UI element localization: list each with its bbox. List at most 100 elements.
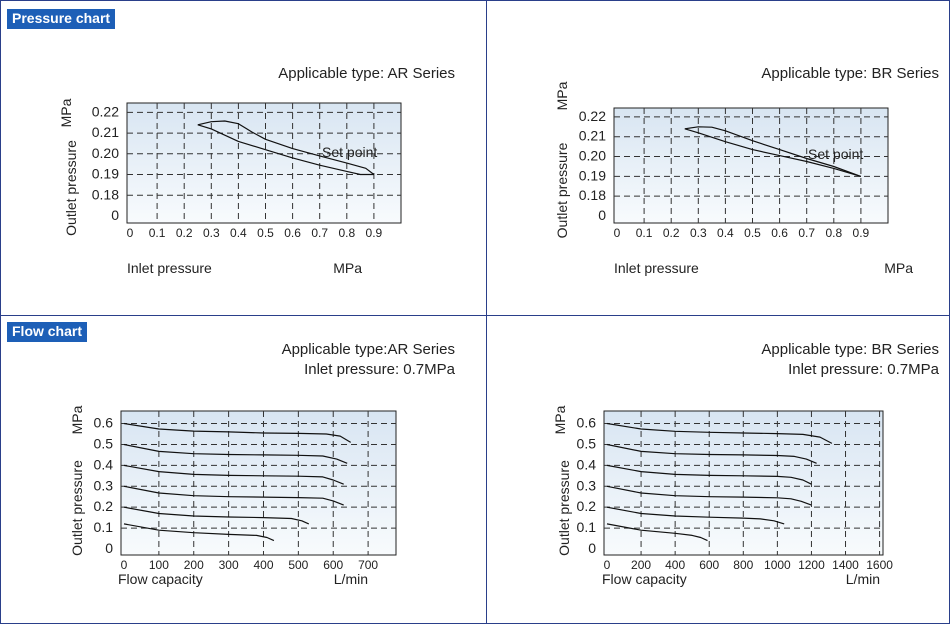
x-axis-label: Flow capacity bbox=[118, 571, 203, 587]
x-tick-label: 400 bbox=[253, 558, 273, 572]
series-line bbox=[123, 485, 344, 506]
chart-title: Applicable type: BR Series bbox=[761, 65, 939, 82]
x-tick-label: 1200 bbox=[798, 558, 825, 572]
x-tick-label: 0.1 bbox=[149, 226, 166, 240]
x-tick-label: 0.4 bbox=[717, 226, 734, 240]
chart-title: Applicable type: AR Series bbox=[278, 65, 455, 82]
x-tick-label: 700 bbox=[358, 558, 378, 572]
x-tick-label: 0.2 bbox=[663, 226, 680, 240]
series-line bbox=[606, 506, 785, 525]
series-line bbox=[123, 443, 348, 464]
x-tick-label: 0.6 bbox=[771, 226, 788, 240]
row-divider bbox=[0, 315, 950, 316]
flow-chart-heading: Flow chart bbox=[7, 322, 88, 342]
series-line bbox=[684, 126, 862, 177]
series-line bbox=[197, 120, 375, 175]
set-point-annotation: Set point bbox=[322, 144, 377, 160]
ar-flow-chart: 0 100 200 300 400 500 600 700 0 0.1 0.2 0.3 0.4 0.5 0.… bbox=[69, 341, 456, 587]
y-tick-label: 0.20 bbox=[579, 148, 606, 164]
series-line bbox=[606, 485, 812, 506]
x-tick-label: 0.7 bbox=[798, 226, 815, 240]
series-line bbox=[684, 128, 862, 177]
chart-subtitle: Inlet pressure: 0.7MPa bbox=[304, 361, 456, 378]
y-tick-label: 0 bbox=[588, 540, 596, 556]
series-line bbox=[606, 464, 812, 485]
y-tick-label: 0 bbox=[111, 207, 119, 223]
x-tick-label: 200 bbox=[631, 558, 651, 572]
br-flow-chart: 0 200 400 600 800 1000 1200 1400 1600 0 0.1 0.2 0.3 0… bbox=[552, 341, 940, 587]
y-tick-label: 0.18 bbox=[92, 186, 119, 202]
x-axis-unit: MPa bbox=[884, 260, 913, 276]
series-line bbox=[606, 523, 708, 542]
y-tick-label: 0.19 bbox=[579, 167, 606, 183]
series-line bbox=[197, 124, 374, 176]
x-tick-label: 0.8 bbox=[825, 226, 842, 240]
y-axis-unit: MPa bbox=[58, 98, 74, 127]
x-tick-label: 500 bbox=[288, 558, 308, 572]
ar-pressure-chart: 0 0.1 0.2 0.3 0.4 0.5 0.6 0.7 0.8 0.9 0 0.18 0.19 0.2… bbox=[58, 65, 455, 276]
series-line bbox=[123, 464, 344, 485]
y-tick-label: 0.19 bbox=[92, 166, 119, 182]
y-tick-label: 0.22 bbox=[92, 103, 119, 119]
y-axis-label: Outlet pressure bbox=[63, 140, 79, 236]
x-axis-label: Inlet pressure bbox=[614, 260, 699, 276]
y-tick-label: 0.2 bbox=[577, 498, 597, 514]
set-point-annotation: Set point bbox=[808, 146, 863, 162]
y-tick-label: 0.5 bbox=[577, 435, 597, 451]
x-tick-label: 0.3 bbox=[203, 226, 220, 240]
x-tick-label: 1400 bbox=[832, 558, 859, 572]
x-tick-label: 0.5 bbox=[257, 226, 274, 240]
x-tick-label: 100 bbox=[149, 558, 169, 572]
column-divider bbox=[486, 0, 487, 624]
x-tick-label: 0.3 bbox=[690, 226, 707, 240]
series-line bbox=[123, 422, 352, 443]
x-tick-label: 0 bbox=[604, 558, 611, 572]
pressure-chart-heading: Pressure chart bbox=[7, 9, 116, 29]
x-tick-label: 0.9 bbox=[366, 226, 383, 240]
y-axis-unit: MPa bbox=[554, 81, 570, 110]
chart-subtitle: Inlet pressure: 0.7MPa bbox=[788, 361, 940, 378]
y-tick-label: 0.4 bbox=[577, 456, 597, 472]
y-axis-label: Outlet pressure bbox=[556, 460, 572, 556]
x-tick-label: 0.1 bbox=[636, 226, 653, 240]
x-tick-label: 600 bbox=[699, 558, 719, 572]
y-tick-label: 0.1 bbox=[94, 519, 114, 535]
y-tick-label: 0.2 bbox=[94, 498, 114, 514]
y-tick-label: 0.4 bbox=[94, 456, 114, 472]
y-axis-unit: MPa bbox=[552, 405, 568, 434]
plot-area bbox=[613, 107, 889, 224]
y-tick-label: 0.20 bbox=[92, 145, 119, 161]
x-tick-label: 0.6 bbox=[284, 226, 301, 240]
y-tick-label: 0.3 bbox=[94, 477, 114, 493]
x-tick-label: 400 bbox=[665, 558, 685, 572]
series-line bbox=[606, 443, 817, 464]
br-pressure-chart: 0 0.1 0.2 0.3 0.4 0.5 0.6 0.7 0.8 0.9 0 0.18 0.19 0.2… bbox=[554, 65, 939, 276]
x-axis-label: Inlet pressure bbox=[127, 260, 212, 276]
y-tick-label: 0.1 bbox=[577, 519, 597, 535]
x-axis-unit: L/min bbox=[846, 571, 880, 587]
series-line bbox=[123, 523, 275, 542]
y-axis-label: Outlet pressure bbox=[554, 142, 570, 238]
x-tick-label: 1600 bbox=[866, 558, 893, 572]
x-tick-label: 0.5 bbox=[744, 226, 761, 240]
chart-title: Applicable type:AR Series bbox=[282, 341, 455, 358]
x-axis-label: Flow capacity bbox=[602, 571, 687, 587]
y-tick-label: 0.3 bbox=[577, 477, 597, 493]
series-line bbox=[123, 506, 310, 525]
series-line bbox=[606, 422, 833, 444]
x-tick-label: 200 bbox=[184, 558, 204, 572]
x-tick-label: 0.7 bbox=[311, 226, 328, 240]
y-tick-label: 0.22 bbox=[579, 108, 606, 124]
y-tick-label: 0.6 bbox=[94, 415, 114, 431]
x-tick-label: 600 bbox=[323, 558, 343, 572]
y-tick-label: 0.6 bbox=[577, 415, 597, 431]
x-tick-label: 1000 bbox=[764, 558, 791, 572]
x-tick-label: 300 bbox=[219, 558, 239, 572]
y-tick-label: 0.21 bbox=[92, 124, 119, 140]
y-tick-label: 0.5 bbox=[94, 435, 114, 451]
x-tick-label: 0.8 bbox=[338, 226, 355, 240]
y-tick-label: 0 bbox=[105, 540, 113, 556]
x-tick-label: 0 bbox=[614, 226, 621, 240]
plot-area bbox=[126, 102, 402, 224]
y-axis-label: Outlet pressure bbox=[69, 460, 85, 556]
